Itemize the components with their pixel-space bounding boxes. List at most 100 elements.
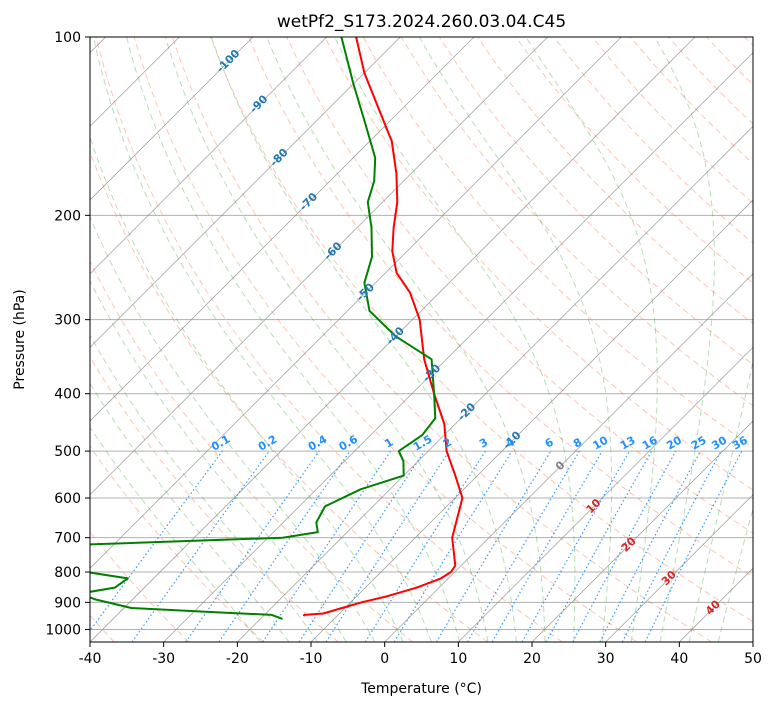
plot-area: -100-90-80-70-60-50-40-30-20-10010203040… (90, 37, 753, 642)
x-tick-label: -30 (152, 651, 175, 667)
temperature-profile-line (302, 37, 464, 617)
moist-adiabat (90, 215, 376, 642)
mixing-ratio-label: 0.4 (306, 432, 330, 453)
mixing-ratio-line (644, 450, 743, 642)
dry-adiabat (210, 37, 753, 623)
mixing-ratio-line (185, 450, 320, 642)
dry-adiabat (286, 37, 753, 534)
isotherm-label: -70 (297, 190, 320, 213)
x-tick-label: 50 (744, 651, 762, 667)
moist-adiabat (90, 426, 261, 642)
dry-adiabat (95, 37, 563, 642)
moist-adiabat (418, 37, 613, 642)
isotherm-line (163, 52, 753, 642)
y-tick-label: 700 (54, 531, 81, 547)
isotherm-line (531, 420, 753, 642)
mixing-ratio-line (572, 450, 677, 642)
moist-adiabat (717, 506, 753, 642)
isotherm-line (384, 273, 753, 642)
isotherm-line (90, 37, 401, 348)
plot-frame (89, 36, 754, 643)
mixing-ratio-label: 16 (640, 433, 660, 452)
y-tick-label: 300 (54, 313, 81, 329)
mixing-ratio-line (218, 450, 351, 642)
moist-adiabat (90, 382, 290, 642)
moist-adiabat (334, 37, 576, 642)
isotherm-line (90, 37, 475, 422)
mixing-ratio-line (599, 450, 702, 642)
dry-adiabat (591, 37, 753, 204)
dry-adiabat (90, 356, 339, 642)
mixing-ratio-line (298, 450, 425, 642)
mixing-ratio-label: 0.6 (337, 432, 361, 453)
mixing-ratio-line (521, 450, 631, 642)
x-tick-label: 10 (449, 651, 467, 667)
mixing-ratio-label: 0.1 (209, 433, 232, 454)
dry-adiabat (248, 37, 753, 578)
isotherm-line (679, 567, 753, 642)
isotherm-label: 30 (659, 568, 679, 588)
x-tick-label: 0 (380, 651, 389, 667)
mixing-ratio-label: 10 (591, 433, 611, 452)
mixing-ratio-label: 13 (618, 434, 638, 453)
moist-adiabat (525, 37, 658, 642)
moist-adiabat (90, 334, 319, 642)
dry-adiabat (90, 150, 488, 642)
isotherm-line (752, 641, 753, 642)
mixing-ratio-label: 30 (709, 433, 729, 452)
dry-adiabat (171, 37, 712, 642)
moist-adiabat (164, 37, 489, 642)
pressure-gridlines (90, 37, 753, 630)
mixing-ratio-label: 3 (477, 436, 490, 451)
moist-adiabat (266, 37, 546, 642)
chart-title: wetPf2_S173.2024.260.03.04.C45 (277, 12, 566, 32)
y-tick-label: 200 (54, 208, 81, 224)
mixing-ratio-line (90, 450, 223, 632)
y-tick-label: 900 (54, 595, 81, 611)
dry-adiabats (90, 37, 753, 642)
x-tick-label: -10 (300, 651, 323, 667)
mixing-ratio-label: 0.2 (256, 433, 279, 454)
dry-adiabat (515, 37, 753, 284)
x-tick-label: -20 (226, 651, 249, 667)
moist-adiabat (90, 135, 404, 642)
isotherm-line (90, 37, 254, 201)
dry-adiabat (706, 37, 753, 86)
isotherm-line (90, 37, 622, 569)
y-tick-label: 500 (54, 444, 81, 460)
x-axis-ticks: -40 -30 -20 -10 0 10 20 30 40 50 (79, 642, 762, 667)
mixing-ratio-line (393, 450, 513, 642)
dry-adiabat (90, 531, 190, 642)
isotherm-label: -50 (354, 280, 377, 303)
y-tick-label: 400 (54, 387, 81, 403)
y-tick-label: 800 (54, 565, 81, 581)
isotherm-line (310, 199, 753, 642)
moist-adiabat (210, 37, 517, 642)
isotherm-label: -90 (247, 92, 270, 115)
mixing-ratio-line (262, 450, 392, 642)
x-tick-label: 20 (523, 651, 541, 667)
x-tick-label: 30 (597, 651, 615, 667)
isotherm-line (90, 37, 327, 275)
y-axis-title: Pressure (hPa) (12, 289, 28, 389)
isotherm-label: -100 (214, 47, 243, 76)
mixing-ratio-line (131, 450, 270, 642)
dry-adiabat (668, 37, 753, 125)
isotherm-label: -80 (267, 146, 290, 169)
mixing-ratio-label: 36 (730, 433, 750, 452)
isotherm-line (605, 494, 753, 642)
mixing-ratio-line (545, 450, 653, 642)
mixing-ratio-lines (90, 450, 743, 642)
x-axis-title: Temperature (°C) (360, 681, 482, 697)
dry-adiabat (133, 37, 638, 642)
dry-adiabat (744, 37, 753, 47)
moist-adiabat (126, 37, 461, 642)
dry-adiabat (90, 445, 264, 642)
mixing-ratio-label: 25 (689, 434, 709, 453)
isotherm-line (90, 37, 548, 496)
isotherm-line (458, 346, 753, 642)
y-tick-label: 1000 (45, 622, 81, 638)
profile-series (90, 37, 464, 620)
mixing-ratio-label: 6 (543, 435, 556, 450)
